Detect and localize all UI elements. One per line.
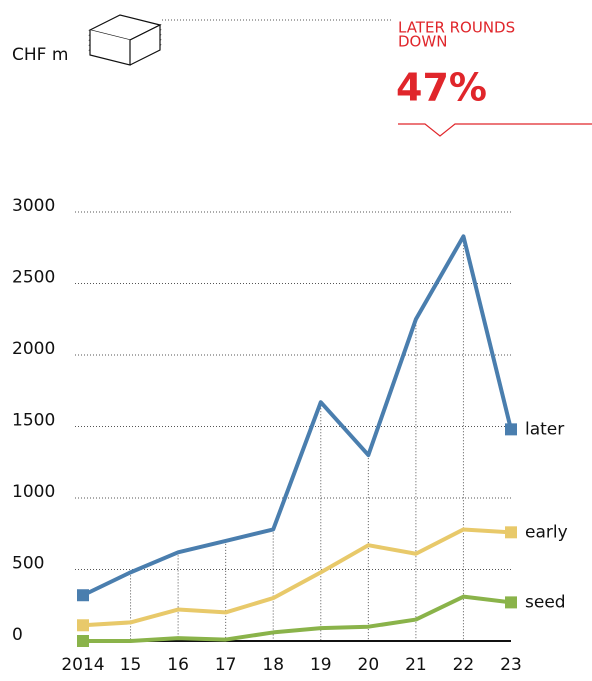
x-tick-label: 18 bbox=[262, 655, 284, 675]
series-line bbox=[82, 234, 513, 598]
y-tick-label: 3000 bbox=[12, 196, 55, 216]
x-tick-label: 15 bbox=[120, 655, 142, 675]
series-line bbox=[82, 527, 512, 628]
end-marker bbox=[77, 619, 89, 632]
money-icon bbox=[88, 14, 162, 66]
annotation-line: LATER ROUNDS bbox=[398, 19, 515, 37]
annotation-pointer bbox=[398, 123, 592, 137]
unit-label: CHF m bbox=[12, 45, 68, 65]
end-marker bbox=[505, 596, 517, 609]
x-tick-label: 2014 bbox=[61, 655, 104, 675]
series-label: seed bbox=[525, 592, 566, 612]
y-tick-label: 0 bbox=[12, 625, 23, 645]
annotation-value: 47% bbox=[396, 66, 487, 110]
y-tick-label: 2500 bbox=[12, 268, 55, 288]
y-tick-label: 1000 bbox=[12, 482, 55, 502]
end-marker bbox=[505, 526, 517, 539]
series-label: later bbox=[525, 419, 564, 439]
series-line bbox=[83, 594, 512, 643]
end-marker bbox=[505, 423, 517, 436]
y-tick-label: 500 bbox=[12, 554, 44, 574]
x-tick-label: 16 bbox=[167, 655, 189, 675]
y-tick-label: 2000 bbox=[12, 339, 55, 359]
end-marker bbox=[77, 589, 89, 602]
x-tick-label: 17 bbox=[215, 655, 237, 675]
series-label: early bbox=[525, 522, 568, 542]
end-marker bbox=[77, 635, 89, 647]
x-tick-label: 20 bbox=[358, 655, 380, 675]
x-tick-label: 19 bbox=[310, 655, 332, 675]
y-tick-label: 1500 bbox=[12, 411, 55, 431]
x-tick-label: 23 bbox=[500, 655, 522, 675]
x-tick-label: 21 bbox=[405, 655, 427, 675]
annotation-line: DOWN bbox=[398, 33, 447, 51]
x-tick-label: 22 bbox=[453, 655, 475, 675]
